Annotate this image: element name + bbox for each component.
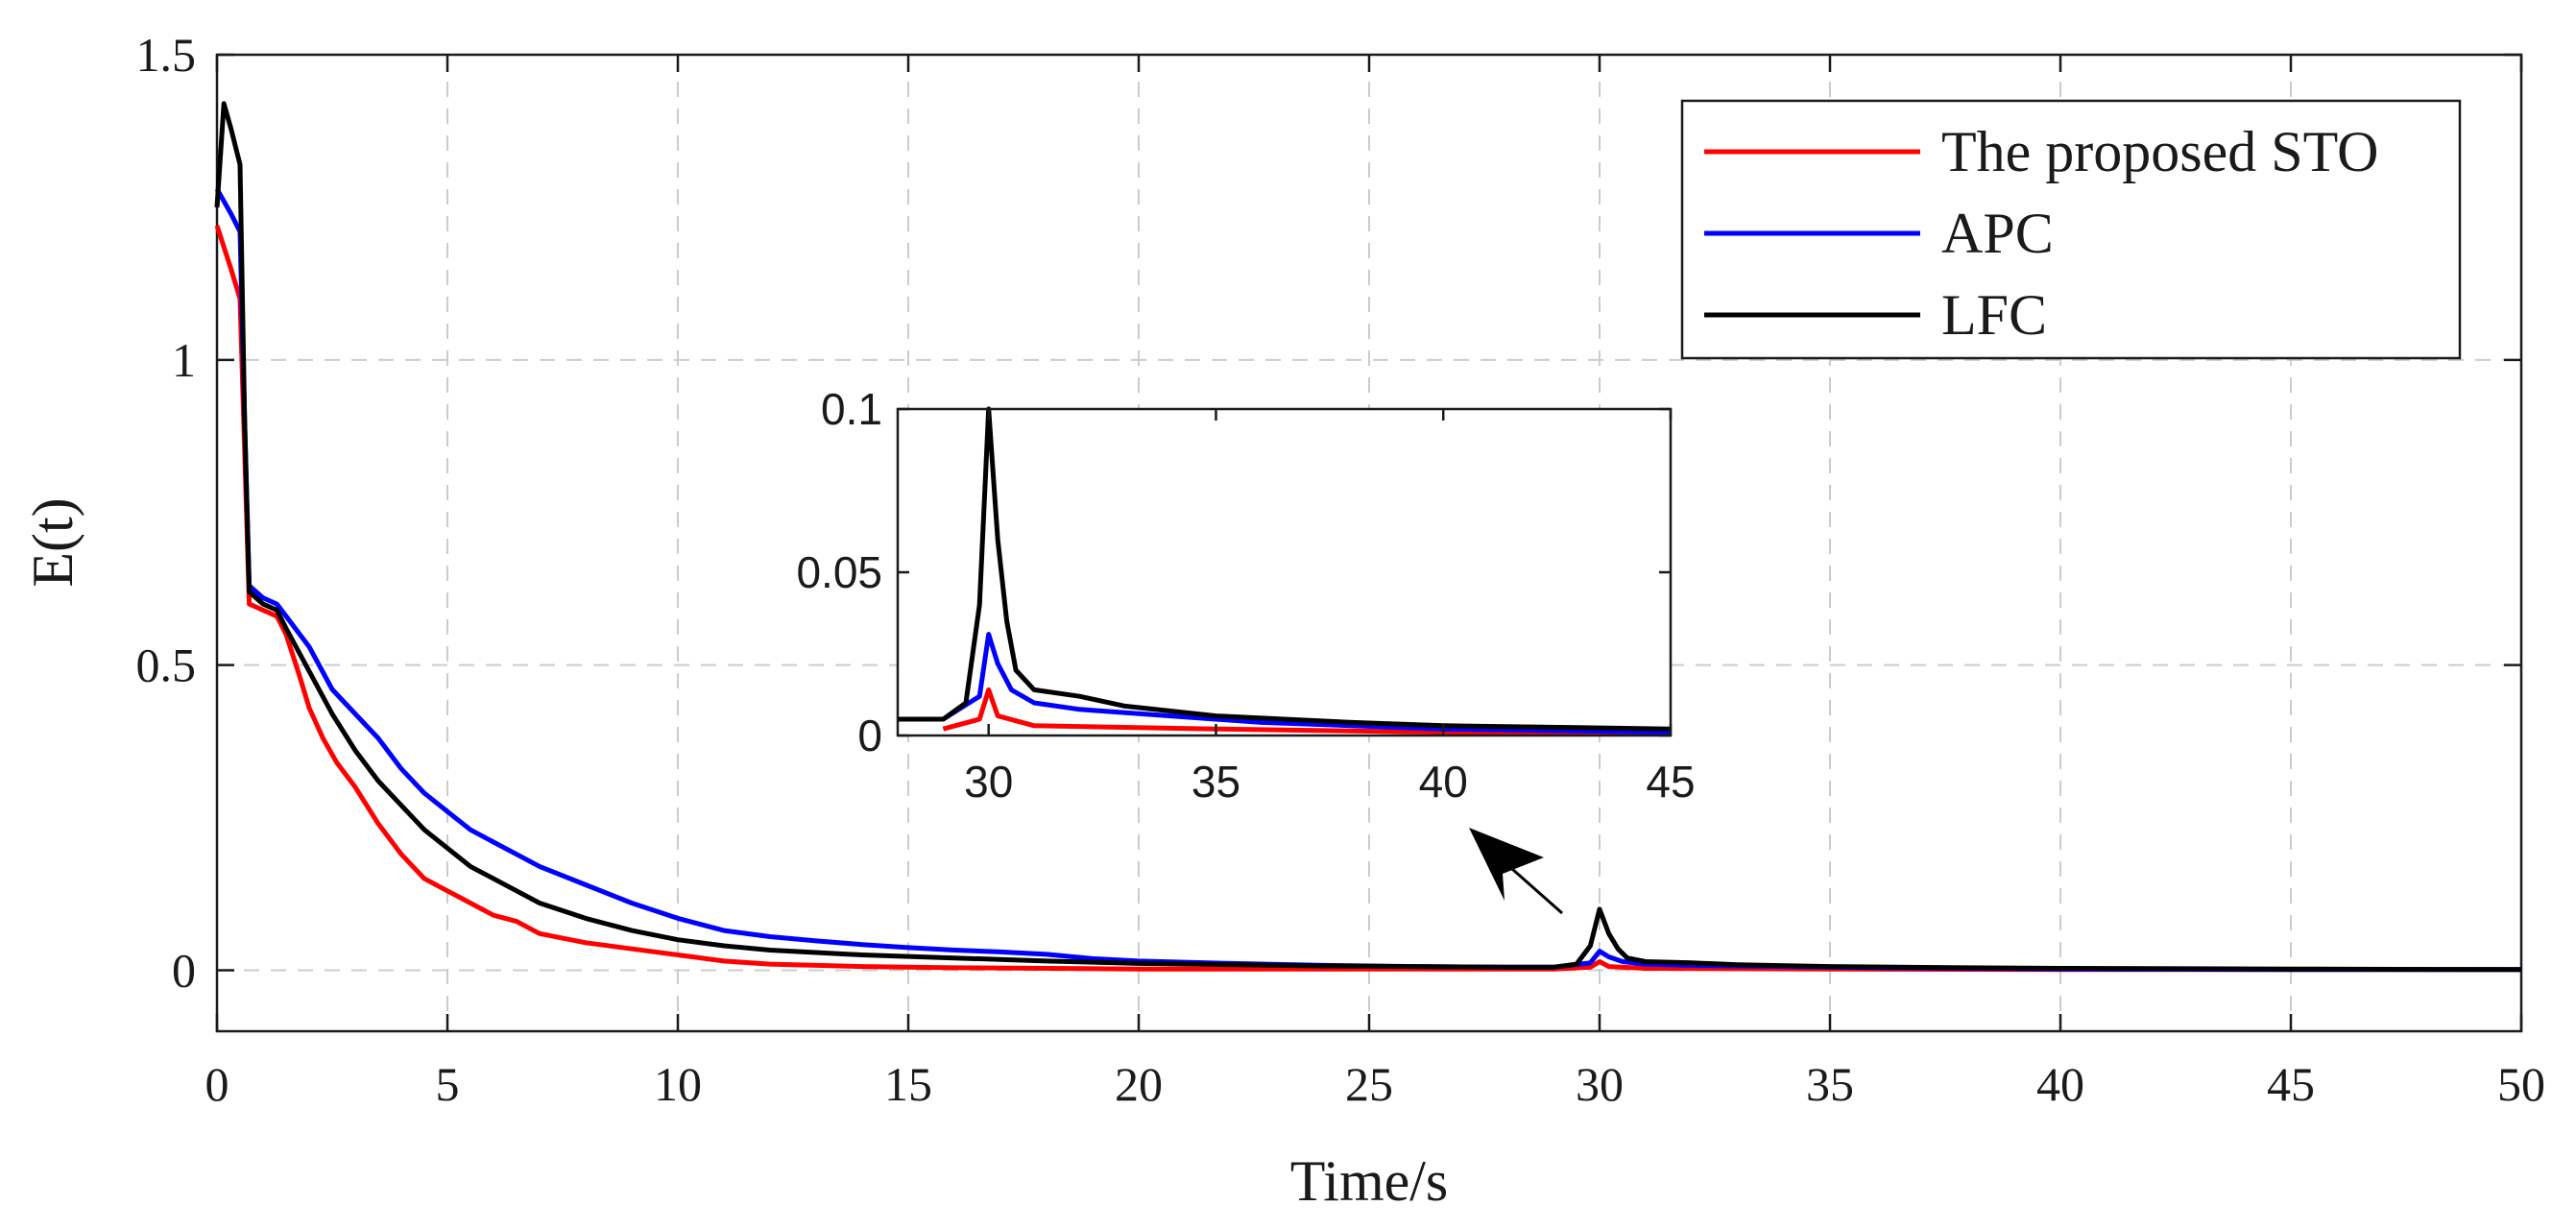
x-tick-label: 45: [2267, 1057, 2315, 1111]
legend-label: The proposed STO: [1941, 120, 2379, 183]
x-tick-label: 50: [2497, 1057, 2545, 1111]
inset-series-line: [898, 406, 1672, 732]
x-tick-label: 15: [884, 1057, 932, 1111]
x-tick-label: 20: [1115, 1057, 1163, 1111]
series-line: [214, 225, 2521, 973]
inset-y-tick-label: 0: [857, 711, 882, 760]
y-tick-label: 0: [172, 943, 196, 997]
inset-background: [898, 409, 1671, 736]
zoom-arrow-head: [1469, 828, 1544, 901]
series-line: [214, 187, 2521, 973]
legend-label: APC: [1941, 202, 2054, 265]
x-tick-label: 40: [2036, 1057, 2084, 1111]
y-tick-label: 0.5: [136, 639, 197, 692]
y-axis-title: E(t): [21, 497, 84, 587]
inset-x-tick-label: 30: [964, 757, 1013, 807]
inset-axes: 30 35 40 45 0 0.05 0.1: [796, 384, 1695, 807]
x-axis-title: Time/s: [1290, 1149, 1449, 1213]
series-line: [214, 101, 2522, 973]
x-tick-label: 25: [1345, 1057, 1393, 1111]
zoom-arrow: [1469, 828, 1563, 915]
y-tick-label: 1.5: [136, 28, 197, 82]
legend-label: LFC: [1941, 283, 2047, 347]
inset-x-tick-label: 40: [1419, 757, 1468, 807]
x-tick-label: 5: [436, 1057, 460, 1111]
x-tick-label: 10: [654, 1057, 702, 1111]
inset-y-tick-label: 0.1: [821, 384, 882, 434]
x-tick-label: 0: [205, 1057, 229, 1111]
inset-series: [898, 406, 1672, 736]
x-tick-label: 30: [1576, 1057, 1624, 1111]
inset-series-line: [942, 687, 1671, 736]
main-axes: 0 5 10 15 20 25 30 35 40 45 50 0 0.5 1 1.5 Time/s E(t): [21, 28, 2545, 1213]
legend-items: The proposed STO APC LFC: [1704, 120, 2379, 347]
inset-series-line: [898, 632, 1672, 736]
inset-x-tick-label: 45: [1646, 757, 1695, 807]
zoom-arrow-shaft: [1511, 867, 1563, 915]
main-series: [214, 101, 2522, 973]
inset-y-tick-label: 0.05: [796, 547, 882, 597]
inset-ticks: 30 35 40 45 0 0.05 0.1: [796, 384, 1695, 807]
legend: The proposed STO APC LFC: [1680, 99, 2462, 360]
y-tick-label: 1: [172, 333, 196, 387]
inset-x-tick-label: 35: [1192, 757, 1240, 807]
main-ticks: 0 5 10 15 20 25 30 35 40 45 50 0 0.5 1 1.5: [136, 28, 2546, 1111]
x-tick-label: 35: [1806, 1057, 1854, 1111]
